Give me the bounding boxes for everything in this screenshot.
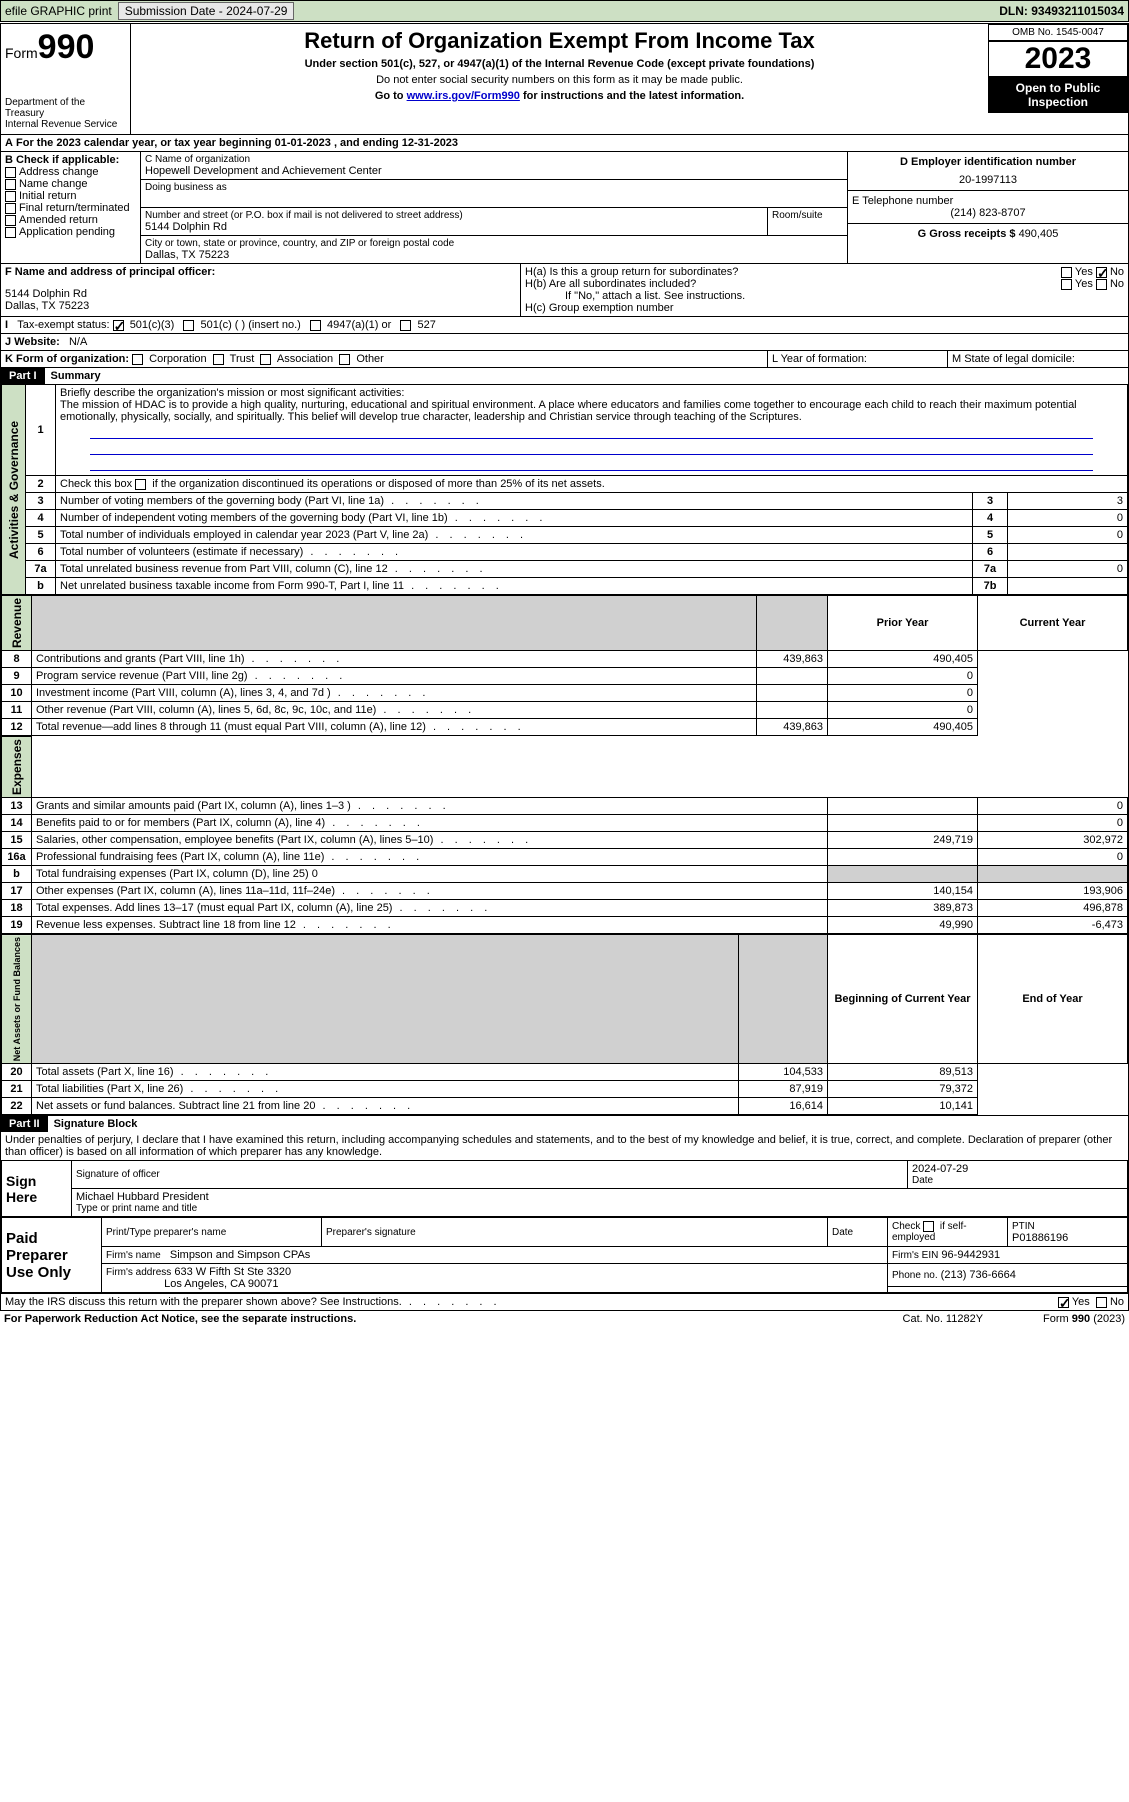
box-hb-note: If "No," attach a list. See instructions…	[565, 290, 1124, 302]
cb-assoc[interactable]	[260, 354, 271, 365]
gross-receipts: G Gross receipts $ 490,405	[848, 224, 1128, 244]
city-label: City or town, state or province, country…	[145, 238, 843, 249]
officer-addr2: Dallas, TX 75223	[5, 300, 516, 312]
part2-hdr: Part II	[1, 1116, 48, 1132]
part2-title: Signature Block	[48, 1116, 144, 1132]
box-l: L Year of formation:	[768, 351, 948, 367]
dept-treasury: Department of the Treasury	[5, 97, 126, 119]
vlabel-exp: Expenses	[2, 737, 32, 798]
cb-pending[interactable]: Application pending	[5, 226, 136, 238]
omb-number: OMB No. 1545-0047	[988, 24, 1128, 41]
prep-sig-label: Preparer's signature	[322, 1218, 828, 1247]
cb-501c[interactable]	[183, 320, 194, 331]
subtitle1: Under section 501(c), 527, or 4947(a)(1)…	[135, 58, 984, 70]
officer-name: Michael Hubbard President	[76, 1191, 1123, 1203]
vlabel-na: Net Assets or Fund Balances	[2, 935, 32, 1064]
tax-year-line: A For the 2023 calendar year, or tax yea…	[1, 135, 1128, 152]
public-inspection: Open to PublicInspection	[988, 77, 1128, 113]
cb-501c3[interactable]	[113, 320, 124, 331]
paid-preparer: Paid Preparer Use Only	[2, 1218, 102, 1293]
cb-trust[interactable]	[213, 354, 224, 365]
topbar: efile GRAPHIC print Submission Date - 20…	[0, 0, 1129, 22]
cat-no: Cat. No. 11282Y	[903, 1313, 984, 1325]
form-header: Form990 Department of the Treasury Inter…	[0, 23, 1129, 135]
form-title: Return of Organization Exempt From Incom…	[135, 28, 984, 54]
cb-final[interactable]: Final return/terminated	[5, 202, 136, 214]
box-j-label: J Website:	[5, 336, 60, 348]
tax-year: 2023	[988, 41, 1128, 77]
box-i-label: Tax-exempt status:	[17, 319, 109, 331]
irs-label: Internal Revenue Service	[5, 119, 126, 130]
declaration: Under penalties of perjury, I declare th…	[1, 1132, 1128, 1160]
form-footer: Form 990 (2023)	[1043, 1313, 1125, 1325]
box-m: M State of legal domicile:	[948, 351, 1128, 367]
form-number: Form990	[5, 28, 126, 67]
phone-label: Phone no.	[892, 1270, 938, 1281]
box-f-label: F Name and address of principal officer:	[5, 266, 516, 278]
room-label: Room/suite	[767, 208, 847, 235]
firm-addr2: Los Angeles, CA 90071	[164, 1278, 278, 1290]
firm-addr1: 633 W Fifth St Ste 3320	[174, 1266, 291, 1278]
col-begin: Beginning of Current Year	[828, 935, 978, 1064]
firm-ein: 96-9442931	[941, 1249, 1000, 1261]
box-hc: H(c) Group exemption number	[525, 302, 1124, 314]
mission-text: The mission of HDAC is to provide a high…	[60, 399, 1077, 423]
firm-name: Simpson and Simpson CPAs	[170, 1249, 310, 1261]
box-b-label: B Check if applicable:	[5, 154, 136, 166]
cb-4947[interactable]	[310, 320, 321, 331]
date-label: Date	[912, 1175, 1123, 1186]
part1-hdr: Part I	[1, 368, 45, 384]
box-k-label: K Form of organization:	[5, 353, 129, 365]
date-value: 2024-07-29	[912, 1163, 1123, 1175]
col-end: End of Year	[978, 935, 1128, 1064]
box-e-label: E Telephone number	[852, 195, 1124, 207]
officer-label: Type or print name and title	[76, 1203, 1123, 1214]
self-employed: Check if self-employed	[888, 1218, 1008, 1247]
efile-label: efile GRAPHIC print	[1, 2, 116, 20]
col-prior: Prior Year	[828, 596, 978, 651]
submission-date-btn[interactable]: Submission Date - 2024-07-29	[118, 2, 295, 20]
box-hb: H(b) Are all subordinates included? Yes …	[525, 278, 1124, 290]
sig-label: Signature of officer	[76, 1169, 903, 1180]
q2-text: Check this box if the organization disco…	[56, 476, 1128, 493]
cb-other[interactable]	[339, 354, 350, 365]
dln-label: DLN: 93493211015034	[995, 2, 1128, 20]
prep-date: Date	[828, 1218, 888, 1247]
phone-value: (214) 823-8707	[852, 207, 1124, 219]
subtitle2: Do not enter social security numbers on …	[135, 74, 984, 86]
box-ha: H(a) Is this a group return for subordin…	[525, 266, 1124, 278]
cb-address[interactable]: Address change	[5, 166, 136, 178]
col-current: Current Year	[978, 596, 1128, 651]
officer-addr1: 5144 Dolphin Rd	[5, 288, 516, 300]
discuss-line: May the IRS discuss this return with the…	[1, 1293, 1128, 1310]
box-c-name-label: C Name of organization	[145, 154, 843, 165]
org-city: Dallas, TX 75223	[145, 249, 843, 261]
vlabel-rev: Revenue	[2, 596, 32, 651]
cb-name[interactable]: Name change	[5, 178, 136, 190]
cb-527[interactable]	[400, 320, 411, 331]
cb-corp[interactable]	[132, 354, 143, 365]
subtitle3: Go to www.irs.gov/Form990 for instructio…	[135, 90, 984, 102]
firm-name-label: Firm's name	[106, 1250, 161, 1261]
vlabel-ag: Activities & Governance	[2, 385, 26, 595]
box-d-label: D Employer identification number	[852, 156, 1124, 168]
sign-here: Sign Here	[2, 1161, 72, 1217]
dba-label: Doing business as	[145, 182, 843, 193]
ein-value: 20-1997113	[852, 174, 1124, 186]
addr-label: Number and street (or P.O. box if mail i…	[145, 210, 763, 221]
cb-initial[interactable]: Initial return	[5, 190, 136, 202]
ptin-value: P01886196	[1012, 1232, 1068, 1244]
firm-phone: (213) 736-6664	[941, 1269, 1016, 1281]
paperwork: For Paperwork Reduction Act Notice, see …	[4, 1313, 356, 1325]
org-name: Hopewell Development and Achievement Cen…	[145, 165, 843, 177]
prep-name-label: Print/Type preparer's name	[102, 1218, 322, 1247]
firm-ein-label: Firm's EIN	[892, 1250, 938, 1261]
org-address: 5144 Dolphin Rd	[145, 221, 763, 233]
firm-addr-label: Firm's address	[106, 1267, 171, 1278]
website-value: N/A	[69, 336, 87, 348]
q1-label: Briefly describe the organization's miss…	[60, 387, 404, 399]
part1-title: Summary	[45, 368, 107, 384]
cb-amended[interactable]: Amended return	[5, 214, 136, 226]
ptin-label: PTIN	[1012, 1221, 1035, 1232]
